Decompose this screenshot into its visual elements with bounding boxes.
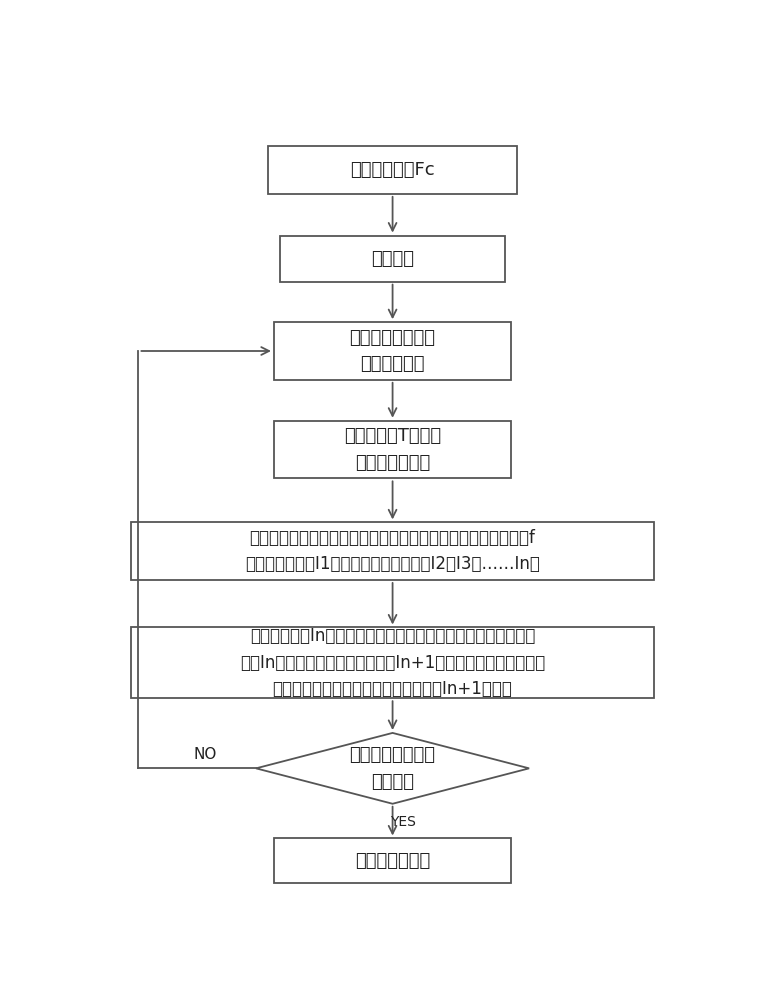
Text: YES: YES bbox=[391, 815, 416, 829]
FancyBboxPatch shape bbox=[132, 627, 653, 698]
Text: 当实时电极极性与所述的初始电极极性相反时，记录电机频率值f
以及电机电流值I1，同时记录电机电流值I2、I3、……In；: 当实时电极极性与所述的初始电极极性相反时，记录电机频率值f 以及电机电流值I1，… bbox=[245, 529, 540, 573]
Text: 记录电机电流值的
初始电极极性: 记录电机电流值的 初始电极极性 bbox=[349, 329, 436, 373]
Text: 每隔时间段T读取一
次实时电极极性: 每隔时间段T读取一 次实时电极极性 bbox=[344, 427, 441, 472]
FancyBboxPatch shape bbox=[268, 146, 517, 194]
Text: 启动电机: 启动电机 bbox=[371, 250, 414, 268]
Text: 当电机电流值In的实时电极极性与初始电极极性相同并且电机电
流值In实时电极极性与电机电流值In+1的实时电极极性相反时，
停止记录电机电流值并将该电机电流值I: 当电机电流值In的实时电极极性与初始电极极性相同并且电机电 流值In实时电极极性… bbox=[240, 627, 545, 698]
FancyBboxPatch shape bbox=[280, 236, 506, 282]
FancyBboxPatch shape bbox=[274, 421, 512, 478]
Polygon shape bbox=[256, 733, 529, 804]
Text: NO: NO bbox=[194, 747, 218, 762]
Text: 计算电流有效值: 计算电流有效值 bbox=[355, 852, 430, 870]
FancyBboxPatch shape bbox=[132, 522, 653, 580]
FancyBboxPatch shape bbox=[274, 838, 512, 883]
Text: 设定载波频率Fc: 设定载波频率Fc bbox=[350, 161, 435, 179]
FancyBboxPatch shape bbox=[274, 322, 512, 380]
Text: 判断采样数量是否
在范围内: 判断采样数量是否 在范围内 bbox=[349, 746, 436, 791]
